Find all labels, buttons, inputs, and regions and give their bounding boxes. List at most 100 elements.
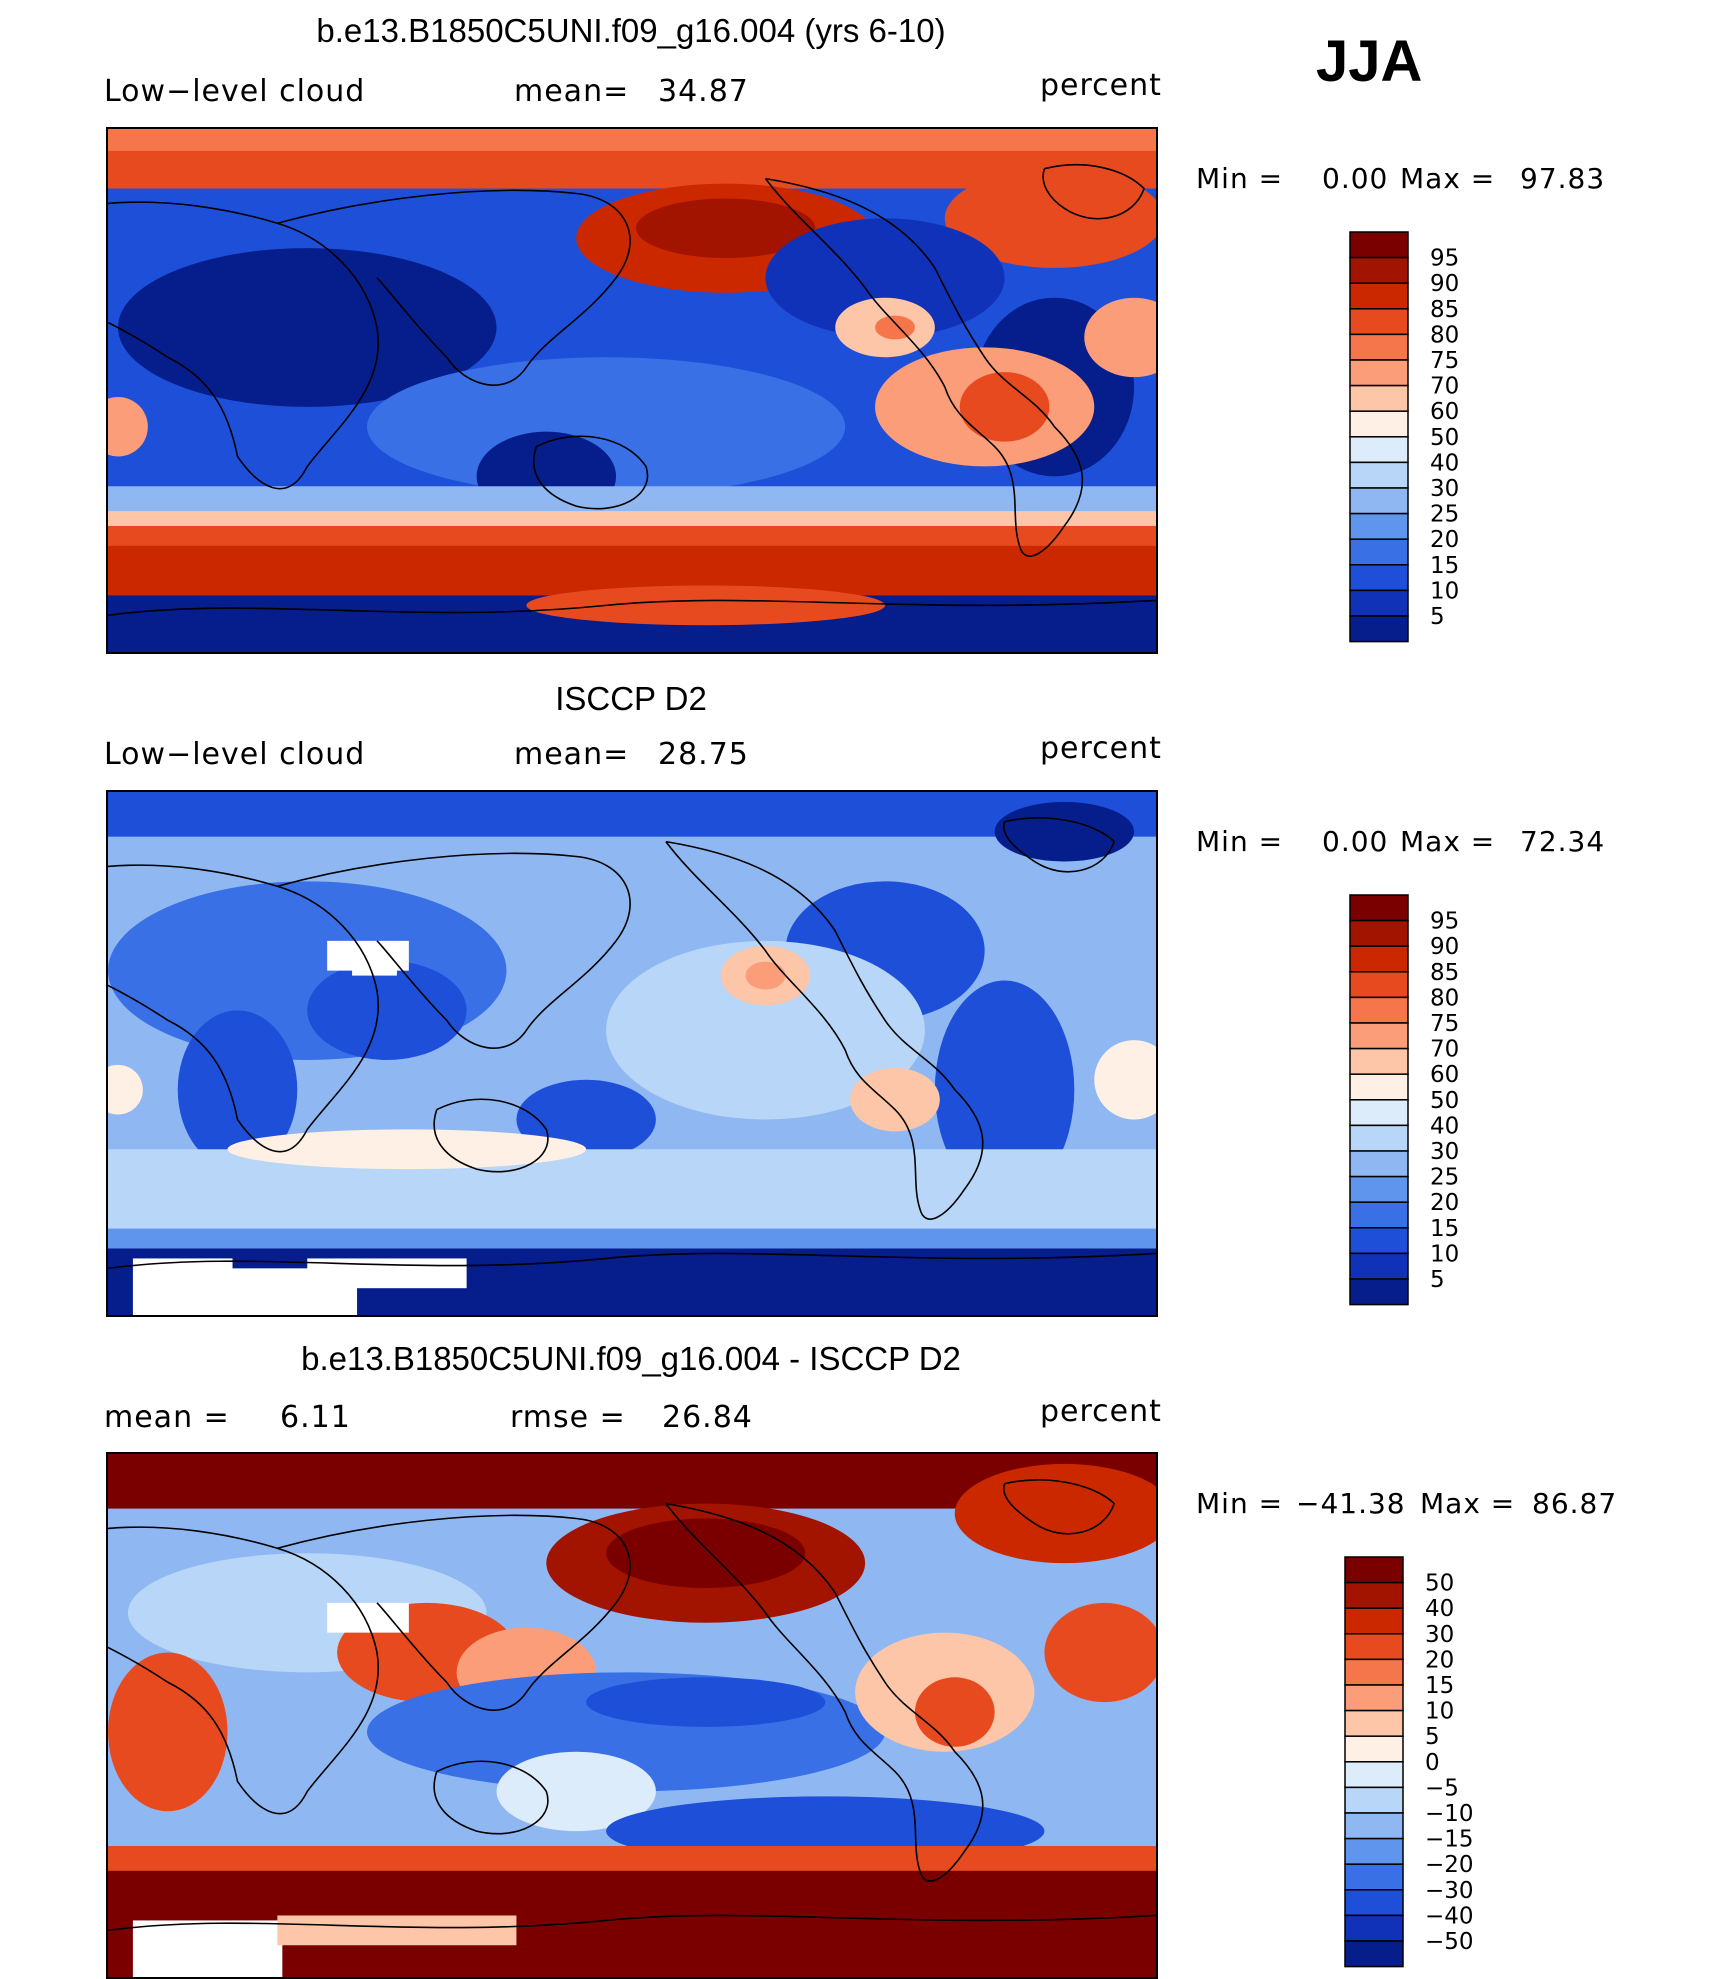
colorbar-3-tick-label: −40 xyxy=(1425,1903,1474,1929)
colorbar-2-tick-label: 95 xyxy=(1430,909,1459,935)
colorbar-2-tick-label: 70 xyxy=(1430,1037,1459,1063)
panel-3-max-value: 86.87 xyxy=(1532,1487,1618,1520)
colorbar-2-tick-label: 40 xyxy=(1430,1113,1459,1139)
panel-1-colorbar: 95 90 85 80 75 70 60 50 40 30 25 20 15 10 5 xyxy=(1348,230,1548,646)
colorbar-1-box-10 xyxy=(1349,487,1409,515)
colorbar-3-box-9 xyxy=(1344,1786,1404,1814)
colorbar-1-box-0 xyxy=(1349,231,1409,259)
panel-1-map xyxy=(106,127,1158,654)
colorbar-3-tick-label: −15 xyxy=(1425,1827,1474,1853)
colorbar-2-tick-label: 30 xyxy=(1430,1139,1459,1165)
panel-3-mean-value: 6.11 xyxy=(280,1400,351,1435)
colorbar-3-box-8 xyxy=(1344,1761,1404,1789)
panel-1-max-value: 97.83 xyxy=(1520,162,1606,195)
colorbar-3-tick-label: 50 xyxy=(1425,1571,1454,1597)
colorbar-1-tick-label: 25 xyxy=(1430,502,1459,528)
panel-2-mean-value: 28.75 xyxy=(658,737,749,772)
colorbar-2-tick-label: 5 xyxy=(1430,1267,1445,1293)
panel-3-units: percent xyxy=(1040,1394,1162,1429)
colorbar-1-tick-label: 15 xyxy=(1430,553,1459,579)
colorbar-3-box-0 xyxy=(1344,1556,1404,1584)
colorbar-2-box-0 xyxy=(1349,894,1409,922)
colorbar-1-tick-label: 95 xyxy=(1430,246,1459,272)
colorbar-2-tick-label: 85 xyxy=(1430,960,1459,986)
panel-1-min-label: Min = xyxy=(1196,162,1284,195)
panel-1-title: b.e13.B1850C5UNI.f09_g16.004 (yrs 6-10) xyxy=(316,12,946,49)
colorbar-1-box-9 xyxy=(1349,461,1409,489)
colorbar-2-tick-label: 60 xyxy=(1430,1062,1459,1088)
colorbar-1-box-8 xyxy=(1349,436,1409,464)
colorbar-3-box-12 xyxy=(1344,1863,1404,1891)
panel-3-min-label: Min = xyxy=(1196,1487,1284,1520)
world-map-difference-icon xyxy=(108,1454,1156,1977)
colorbar-1-tick-label: 10 xyxy=(1430,578,1459,604)
colorbar-1-tick-label: 80 xyxy=(1430,322,1459,348)
colorbar-3-box-4 xyxy=(1344,1658,1404,1686)
colorbar-3-box-5 xyxy=(1344,1684,1404,1712)
colorbar-2-tick-label: 20 xyxy=(1430,1190,1459,1216)
colorbar-2-tick-label: 15 xyxy=(1430,1216,1459,1242)
colorbar-3-tick-label: −30 xyxy=(1425,1878,1474,1904)
colorbar-1-box-13 xyxy=(1349,564,1409,592)
panel-2-min-label: Min = xyxy=(1196,825,1284,858)
colorbar-3-box-13 xyxy=(1344,1889,1404,1917)
colorbar-3-box-1 xyxy=(1344,1581,1404,1609)
colorbar-2-tick-label: 90 xyxy=(1430,934,1459,960)
colorbar-2-tick-label: 25 xyxy=(1430,1165,1459,1191)
world-map-observed-cloud-icon xyxy=(108,792,1156,1315)
panel-3-mean-label: mean = xyxy=(104,1400,230,1435)
colorbar-2-tick-label: 50 xyxy=(1430,1088,1459,1114)
colorbar-1-tick-label: 20 xyxy=(1430,527,1459,553)
panel-1-mean-value: 34.87 xyxy=(658,74,749,109)
panel-1-variable-label: Low−level cloud xyxy=(104,74,366,109)
panel-3-rmse-label: rmse = xyxy=(510,1400,626,1435)
colorbar-1-tick-label: 85 xyxy=(1430,297,1459,323)
colorbar-1-box-11 xyxy=(1349,512,1409,540)
colorbar-1-box-3 xyxy=(1349,308,1409,336)
colorbar-3-tick-label: 40 xyxy=(1425,1596,1454,1622)
colorbar-1-tick-label: 75 xyxy=(1430,348,1459,374)
colorbar-2-tick-label: 75 xyxy=(1430,1011,1459,1037)
colorbar-1-tick-label: 90 xyxy=(1430,271,1459,297)
colorbar-2-tick-label: 80 xyxy=(1430,985,1459,1011)
colorbar-1-box-4 xyxy=(1349,333,1409,361)
colorbar-3-tick-label: −20 xyxy=(1425,1852,1474,1878)
colorbar-3-tick-label: −10 xyxy=(1425,1801,1474,1827)
panel-1-min-value: 0.00 xyxy=(1322,162,1389,195)
panel-1-mean-label: mean= xyxy=(514,74,630,109)
colorbar-3-tick-label: −5 xyxy=(1425,1775,1459,1801)
colorbar-3-tick-label: 15 xyxy=(1425,1673,1454,1699)
colorbar-1-tick-label: 60 xyxy=(1430,399,1459,425)
colorbar-2-box-6 xyxy=(1349,1047,1409,1075)
colorbar-2-box-1 xyxy=(1349,919,1409,947)
colorbar-2-box-10 xyxy=(1349,1150,1409,1178)
colorbar-3-tick-label: −50 xyxy=(1425,1929,1474,1955)
colorbar-3-box-6 xyxy=(1344,1709,1404,1737)
colorbar-1-tick-label: 40 xyxy=(1430,450,1459,476)
panel-3-min-value: −41.38 xyxy=(1296,1487,1406,1520)
colorbar-1-box-1 xyxy=(1349,256,1409,284)
panel-2-colorbar: 95 90 85 80 75 70 60 50 40 30 25 20 15 10 5 xyxy=(1348,893,1548,1309)
colorbar-2-box-8 xyxy=(1349,1099,1409,1127)
panel-1-units: percent xyxy=(1040,68,1162,103)
panel-2-variable-label: Low−level cloud xyxy=(104,737,366,772)
colorbar-1-box-12 xyxy=(1349,538,1409,566)
colorbar-3-tick-label: 10 xyxy=(1425,1699,1454,1725)
colorbar-1-tick-label: 70 xyxy=(1430,374,1459,400)
colorbar-3-tick-label: 0 xyxy=(1425,1750,1440,1776)
colorbar-1-box-7 xyxy=(1349,410,1409,438)
colorbar-3-box-2 xyxy=(1344,1607,1404,1635)
panel-3-title: b.e13.B1850C5UNI.f09_g16.004 - ISCCP D2 xyxy=(301,1340,961,1377)
panel-2-map xyxy=(106,790,1158,1317)
colorbar-2-tick-label: 10 xyxy=(1430,1241,1459,1267)
colorbar-2-box-11 xyxy=(1349,1175,1409,1203)
panel-2-units: percent xyxy=(1040,731,1162,766)
colorbar-3-box-11 xyxy=(1344,1837,1404,1865)
colorbar-2-box-14 xyxy=(1349,1252,1409,1280)
colorbar-3-tick-label: 5 xyxy=(1425,1724,1440,1750)
colorbar-3-box-3 xyxy=(1344,1633,1404,1661)
colorbar-2-box-7 xyxy=(1349,1073,1409,1101)
colorbar-1-box-6 xyxy=(1349,384,1409,412)
colorbar-1-box-14 xyxy=(1349,589,1409,617)
colorbar-1-tick-label: 50 xyxy=(1430,425,1459,451)
